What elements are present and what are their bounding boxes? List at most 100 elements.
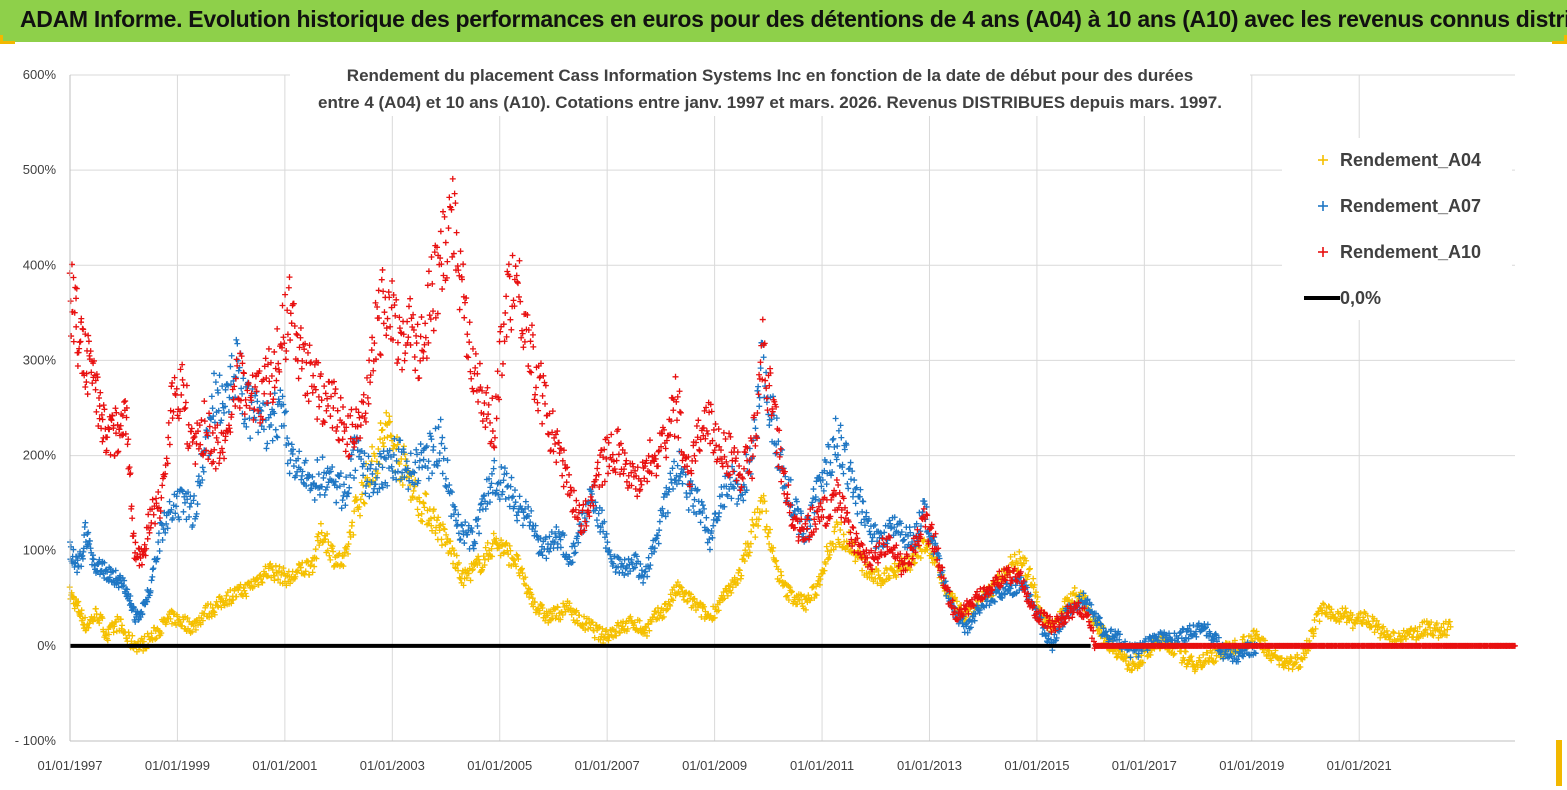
- data-point: [129, 632, 136, 639]
- data-point: [691, 452, 698, 459]
- data-point: [183, 382, 190, 389]
- data-point: [1231, 637, 1238, 644]
- data-point: [713, 442, 720, 449]
- data-point: [132, 539, 139, 546]
- data-point: [92, 605, 99, 612]
- data-point: [710, 522, 717, 529]
- data-point: [417, 333, 424, 340]
- data-point: [1023, 557, 1030, 564]
- data-point: [767, 526, 774, 533]
- data-point: [834, 521, 841, 528]
- data-point: [481, 562, 488, 569]
- data-point: [73, 295, 80, 302]
- data-point: [270, 396, 277, 403]
- data-point: [266, 378, 273, 385]
- data-point: [656, 518, 663, 525]
- data-point: [423, 491, 430, 498]
- data-point: [1208, 655, 1215, 662]
- data-point: [1139, 659, 1146, 666]
- data-point: [346, 484, 353, 491]
- data-point: [568, 611, 575, 618]
- data-point: [559, 611, 566, 618]
- data-point: [541, 379, 548, 386]
- data-point: [576, 612, 583, 619]
- data-point: [714, 517, 721, 524]
- data-point: [368, 458, 375, 465]
- data-point: [292, 573, 299, 580]
- data-point: [831, 443, 838, 450]
- data-point: [184, 615, 191, 622]
- data-point: [288, 441, 295, 448]
- data-point: [759, 316, 766, 323]
- data-point: [481, 556, 488, 563]
- data-point: [514, 517, 521, 524]
- data-point: [840, 470, 847, 477]
- data-point: [379, 464, 386, 471]
- data-point: [452, 200, 459, 207]
- data-point: [438, 542, 445, 549]
- data-point: [852, 558, 859, 565]
- data-point: [327, 413, 334, 420]
- data-point: [849, 523, 856, 530]
- data-point: [460, 582, 467, 589]
- data-point: [837, 500, 844, 507]
- data-point: [221, 455, 228, 462]
- data-point: [427, 515, 434, 522]
- data-point: [1032, 589, 1039, 596]
- data-point: [1247, 633, 1254, 640]
- data-point: [503, 539, 510, 546]
- data-point: [1031, 581, 1038, 588]
- data-point: [367, 461, 374, 468]
- data-point: [765, 529, 772, 536]
- data-point: [766, 540, 773, 547]
- data-point: [180, 508, 187, 515]
- data-point: [784, 592, 791, 599]
- data-point: [553, 459, 560, 466]
- data-point: [322, 486, 329, 493]
- data-point: [528, 507, 535, 514]
- data-point: [340, 403, 347, 410]
- data-point: [284, 331, 291, 338]
- data-point: [675, 434, 682, 441]
- data-point: [712, 421, 719, 428]
- data-point: [285, 284, 292, 291]
- data-point: [239, 390, 246, 397]
- data-point: [321, 491, 328, 498]
- data-point: [125, 436, 132, 443]
- data-point: [112, 405, 119, 412]
- data-point: [425, 268, 432, 275]
- data-point: [326, 552, 333, 559]
- data-point: [649, 614, 656, 621]
- data-point: [459, 522, 466, 529]
- data-point: [773, 415, 780, 422]
- data-point: [593, 517, 600, 524]
- data-point: [698, 498, 705, 505]
- data-point: [1253, 631, 1260, 638]
- data-point: [359, 491, 366, 498]
- data-point: [509, 252, 516, 259]
- data-point: [510, 297, 517, 304]
- data-point: [492, 538, 499, 545]
- data-point: [422, 334, 429, 341]
- data-point: [491, 457, 498, 464]
- data-point: [140, 638, 147, 645]
- data-point: [600, 633, 607, 640]
- data-point: [886, 575, 893, 582]
- data-point: [421, 504, 428, 511]
- data-point: [273, 377, 280, 384]
- data-point: [1212, 658, 1219, 665]
- data-point: [761, 498, 768, 505]
- data-point: [155, 489, 162, 496]
- data-point: [158, 494, 165, 501]
- data-point: [207, 601, 214, 608]
- data-point: [360, 499, 367, 506]
- data-point: [409, 494, 416, 501]
- data-point: [476, 560, 483, 567]
- data-point: [470, 388, 477, 395]
- data-point: [371, 340, 378, 347]
- data-point: [298, 365, 305, 372]
- data-point: [516, 257, 523, 264]
- data-point: [83, 379, 90, 386]
- data-point: [1123, 653, 1130, 660]
